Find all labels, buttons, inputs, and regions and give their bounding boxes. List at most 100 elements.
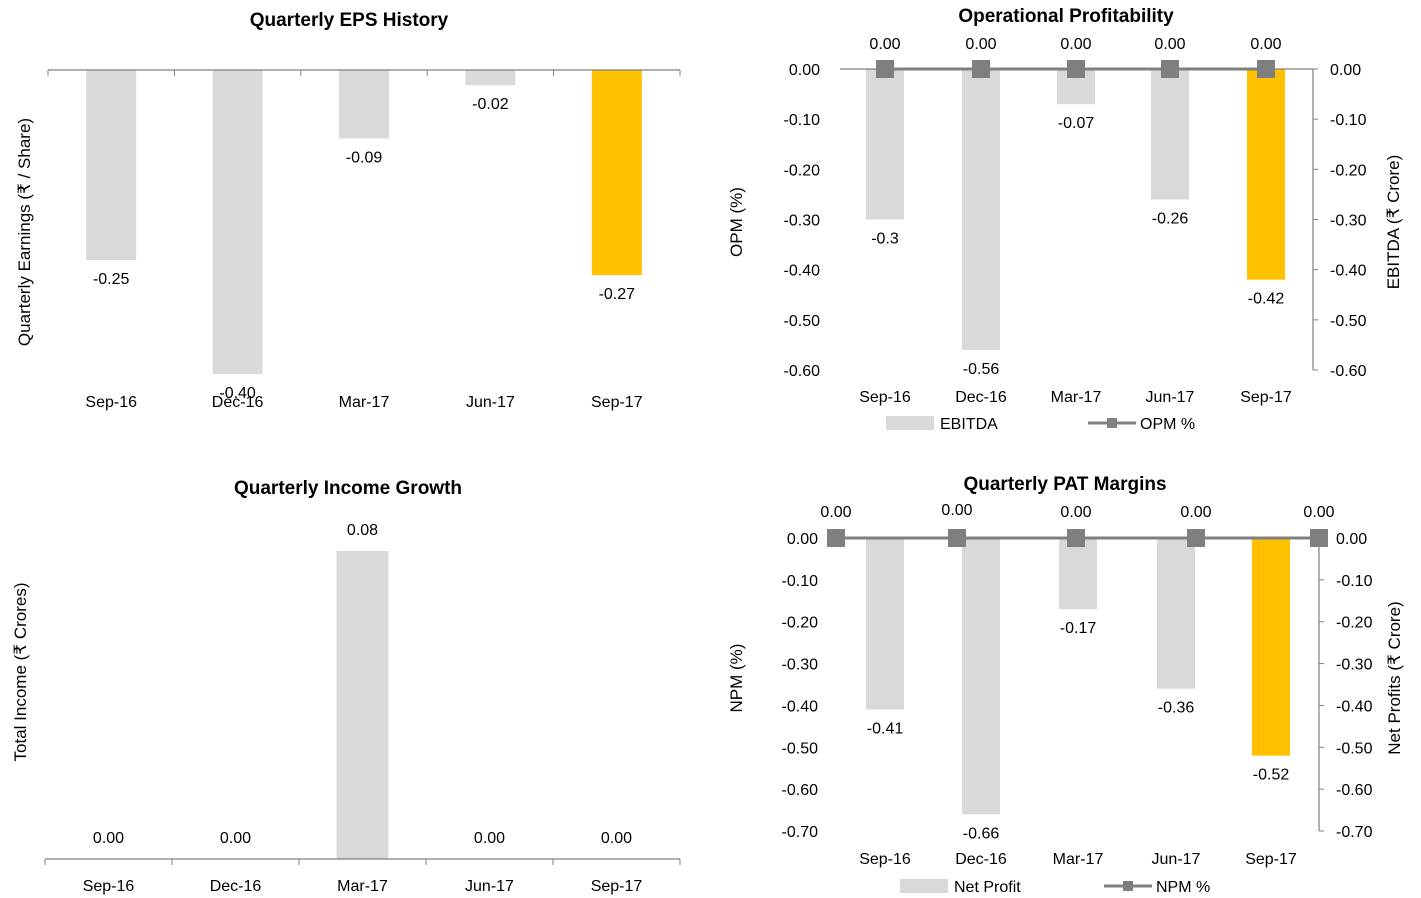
left-tick-label: -0.10 <box>782 573 819 590</box>
data-label: 0.00 <box>601 830 632 847</box>
x-tick-label: Mar-17 <box>1051 389 1102 406</box>
right-axis-title: EBITDA (₹ Crore) <box>1384 155 1403 290</box>
right-tick-label: 0.00 <box>1330 62 1361 79</box>
bar-sep-16 <box>866 69 904 220</box>
right-tick-label: -0.20 <box>1336 615 1373 632</box>
data-label: -0.02 <box>472 96 509 113</box>
bar-data-label: -0.17 <box>1060 620 1097 637</box>
left-axis-title: NPM (%) <box>727 644 746 713</box>
bar-sep-17 <box>1252 538 1290 756</box>
line-data-label: 0.00 <box>1154 36 1185 53</box>
opm-chart: Operational Profitability OPM (%) EBITDA (… <box>727 6 1403 433</box>
right-tick-label: -0.50 <box>1330 313 1367 330</box>
right-tick-label: -0.30 <box>1330 213 1367 230</box>
legend-swatch-bar <box>886 416 934 430</box>
bar-data-label: -0.56 <box>963 361 1000 378</box>
data-label: -0.25 <box>93 271 130 288</box>
bar-data-label: -0.26 <box>1152 210 1189 227</box>
left-tick-label: -0.40 <box>784 263 821 280</box>
right-tick-label: -0.50 <box>1336 740 1373 757</box>
legend-swatch-marker <box>1107 418 1117 428</box>
right-tick-label: 0.00 <box>1336 531 1367 548</box>
line-marker <box>948 529 966 547</box>
left-tick-label: -0.50 <box>782 740 819 757</box>
bar-sep-16 <box>866 538 904 710</box>
line-data-label: 0.00 <box>869 36 900 53</box>
data-label: -0.40 <box>219 385 256 402</box>
left-tick-label: -0.20 <box>782 615 819 632</box>
x-tick-label: Dec-16 <box>212 394 264 411</box>
y-axis-title: Total Income (₹ Crores) <box>11 583 30 762</box>
left-tick-label: -0.10 <box>784 112 821 129</box>
line-marker <box>1187 529 1205 547</box>
right-tick-label: -0.60 <box>1336 782 1373 799</box>
chart-title: Operational Profitability <box>958 6 1174 27</box>
left-tick-label: -0.40 <box>782 698 819 715</box>
line-data-label: 0.00 <box>965 36 996 53</box>
x-tick-label: Sep-17 <box>1245 851 1297 868</box>
left-tick-label: -0.60 <box>784 363 821 380</box>
bar-jun-17 <box>465 70 516 86</box>
bar-mar-17 <box>1059 538 1097 610</box>
left-tick-label: -0.50 <box>784 313 821 330</box>
data-label: -0.09 <box>346 149 383 166</box>
bar-jun-17 <box>1151 69 1189 200</box>
x-tick-label: Jun-17 <box>465 878 514 895</box>
right-tick-label: -0.20 <box>1330 162 1367 179</box>
line-data-label: 0.00 <box>941 502 972 519</box>
line-data-label: 0.00 <box>1250 36 1281 53</box>
line-marker <box>1310 529 1328 547</box>
data-label: 0.08 <box>347 522 378 539</box>
legend-swatch-bar <box>900 879 948 893</box>
x-tick-label: Sep-17 <box>591 394 643 411</box>
eps-chart: Quarterly EPS History Quarterly Earnings … <box>15 10 681 411</box>
line-data-label: 0.00 <box>1060 36 1091 53</box>
x-tick-label: Sep-16 <box>859 389 911 406</box>
bar-sep-17 <box>1247 69 1285 280</box>
bar-data-label: -0.52 <box>1253 767 1290 784</box>
x-tick-label: Jun-17 <box>1146 389 1195 406</box>
bar-mar-17 <box>339 70 389 139</box>
x-tick-label: Sep-16 <box>85 394 137 411</box>
left-tick-label: -0.20 <box>784 162 821 179</box>
chart-title: Quarterly EPS History <box>250 10 449 31</box>
line-marker <box>1067 529 1085 547</box>
line-marker <box>1257 60 1275 78</box>
x-tick-label: Jun-17 <box>466 394 515 411</box>
bar-data-label: -0.36 <box>1158 700 1195 717</box>
left-tick-label: -0.30 <box>782 657 819 674</box>
bar-data-label: -0.42 <box>1248 291 1285 308</box>
chart-title: Quarterly PAT Margins <box>963 474 1166 495</box>
line-data-label: 0.00 <box>820 504 851 521</box>
left-tick-label: 0.00 <box>787 531 818 548</box>
x-tick-label: Mar-17 <box>339 394 390 411</box>
right-tick-label: -0.30 <box>1336 657 1373 674</box>
pat-chart: Quarterly PAT Margins NPM (%) Net Profits … <box>727 474 1404 896</box>
right-tick-label: -0.40 <box>1336 698 1373 715</box>
bar-dec-16 <box>962 538 1000 815</box>
chart-title: Quarterly Income Growth <box>234 478 462 499</box>
x-tick-label: Sep-16 <box>83 878 135 895</box>
bar-dec-16 <box>212 70 263 374</box>
line-data-label: 0.00 <box>1303 504 1334 521</box>
left-tick-label: -0.30 <box>784 213 821 230</box>
x-tick-label: Dec-16 <box>955 851 1007 868</box>
legend-swatch-marker <box>1123 881 1133 891</box>
right-tick-label: -0.10 <box>1330 112 1367 129</box>
line-marker <box>972 60 990 78</box>
bar-jun-17 <box>1157 538 1195 689</box>
bar-data-label: -0.41 <box>867 721 904 738</box>
x-tick-label: Jun-17 <box>1152 851 1201 868</box>
legend-label: EBITDA <box>940 416 998 433</box>
line-data-label: 0.00 <box>1060 504 1091 521</box>
right-tick-label: -0.10 <box>1336 573 1373 590</box>
line-marker <box>1161 60 1179 78</box>
data-label: 0.00 <box>474 830 505 847</box>
data-label: -0.27 <box>599 286 636 303</box>
income-chart: Quarterly Income Growth Total Income (₹ C… <box>11 478 681 895</box>
bar-dec-16 <box>962 69 1000 350</box>
left-tick-label: -0.70 <box>782 824 819 841</box>
line-marker <box>876 60 894 78</box>
bar-data-label: -0.66 <box>963 825 1000 842</box>
